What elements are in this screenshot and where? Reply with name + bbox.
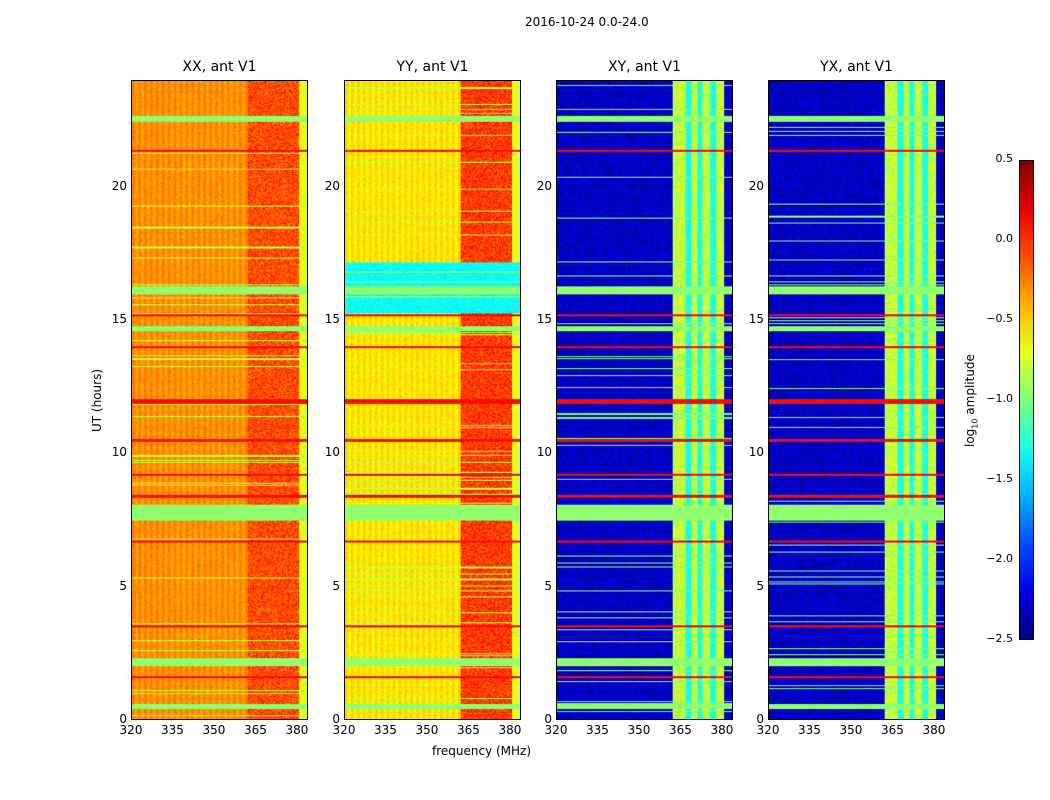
x-tick-label: 320: [756, 723, 780, 737]
x-tick-label: 380: [498, 723, 522, 737]
x-tick-label: 320: [332, 723, 356, 737]
x-tick-label: 335: [161, 723, 184, 737]
y-tick-label: 15: [111, 312, 127, 326]
y-tick-label: 20: [536, 178, 552, 193]
x-axis-label: frequency (MHz): [432, 744, 532, 758]
heatmap-panel-2: [556, 80, 733, 720]
y-tick-label: 15: [748, 312, 764, 326]
y-tick-label: 5: [332, 578, 340, 593]
heatmap-cells-3: [769, 81, 944, 719]
y-tick-label: 0: [332, 712, 340, 726]
y-tick-label: 15: [324, 312, 340, 326]
colorbar-tick-label: −2.5: [986, 632, 1013, 645]
y-tick-label: 10: [748, 445, 764, 460]
x-tick-label: 380: [922, 723, 946, 737]
colorbar-tick-label: 0.5: [995, 152, 1014, 165]
colorbar-label: log10 amplitude: [963, 354, 979, 447]
panel-title-1: YY, ant V1: [396, 59, 469, 75]
y-tick-label: 0: [544, 712, 552, 726]
heatmap-cells-2: [557, 81, 732, 719]
figure-title: 2016-10-24 0.0-24.0: [525, 15, 649, 29]
x-tick-label: 320: [544, 723, 568, 737]
y-tick-label: 20: [748, 178, 764, 193]
x-tick-label: 365: [881, 723, 904, 737]
x-tick-label: 380: [710, 723, 734, 737]
colorbar-tick-label: −2.0: [986, 552, 1013, 565]
y-tick-label: 5: [119, 578, 127, 593]
y-tick-label: 20: [111, 178, 127, 193]
colorbar: [1019, 160, 1034, 640]
x-tick-label: 380: [285, 723, 309, 737]
y-tick-label: 0: [119, 712, 127, 726]
x-tick-label: 320: [119, 723, 143, 737]
y-tick-label: 5: [544, 578, 552, 593]
y-axis-label: UT (hours): [90, 368, 104, 432]
panel-title-0: XX, ant V1: [182, 59, 257, 75]
colorbar-tick-label: 0.0: [995, 232, 1014, 245]
x-tick-label: 350: [202, 723, 226, 737]
y-tick-label: 20: [324, 178, 340, 193]
colorbar-tick-label: −0.5: [986, 312, 1013, 325]
colorbar-label-main: log: [963, 428, 977, 447]
x-tick-label: 335: [374, 723, 397, 737]
x-tick-label: 365: [244, 723, 267, 737]
heatmap-panel-0: [131, 80, 308, 720]
x-tick-label: 365: [457, 723, 480, 737]
y-tick-label: 0: [756, 712, 764, 726]
colorbar-label-sub: 10: [970, 418, 980, 429]
colorbar-tick-label: −1.5: [986, 472, 1013, 485]
x-tick-label: 350: [627, 723, 651, 737]
heatmap-cells-1: [345, 81, 520, 719]
heatmap-cells-0: [132, 81, 307, 719]
y-tick-label: 5: [756, 578, 764, 593]
y-tick-label: 15: [536, 312, 552, 326]
panel-title-3: YX, ant V1: [820, 59, 893, 75]
colorbar-tick-label: −1.0: [986, 392, 1013, 405]
heatmap-panel-3: [768, 80, 945, 720]
y-tick-label: 10: [324, 445, 340, 460]
y-tick-label: 10: [536, 445, 552, 460]
y-tick-label: 10: [111, 445, 127, 460]
x-tick-label: 350: [839, 723, 863, 737]
x-tick-label: 365: [669, 723, 692, 737]
x-tick-label: 335: [586, 723, 609, 737]
panel-title-2: XY, ant V1: [608, 59, 681, 75]
heatmap-panel-1: [344, 80, 521, 720]
colorbar-label-tail: amplitude: [963, 354, 977, 419]
x-tick-label: 350: [415, 723, 439, 737]
x-tick-label: 335: [798, 723, 821, 737]
